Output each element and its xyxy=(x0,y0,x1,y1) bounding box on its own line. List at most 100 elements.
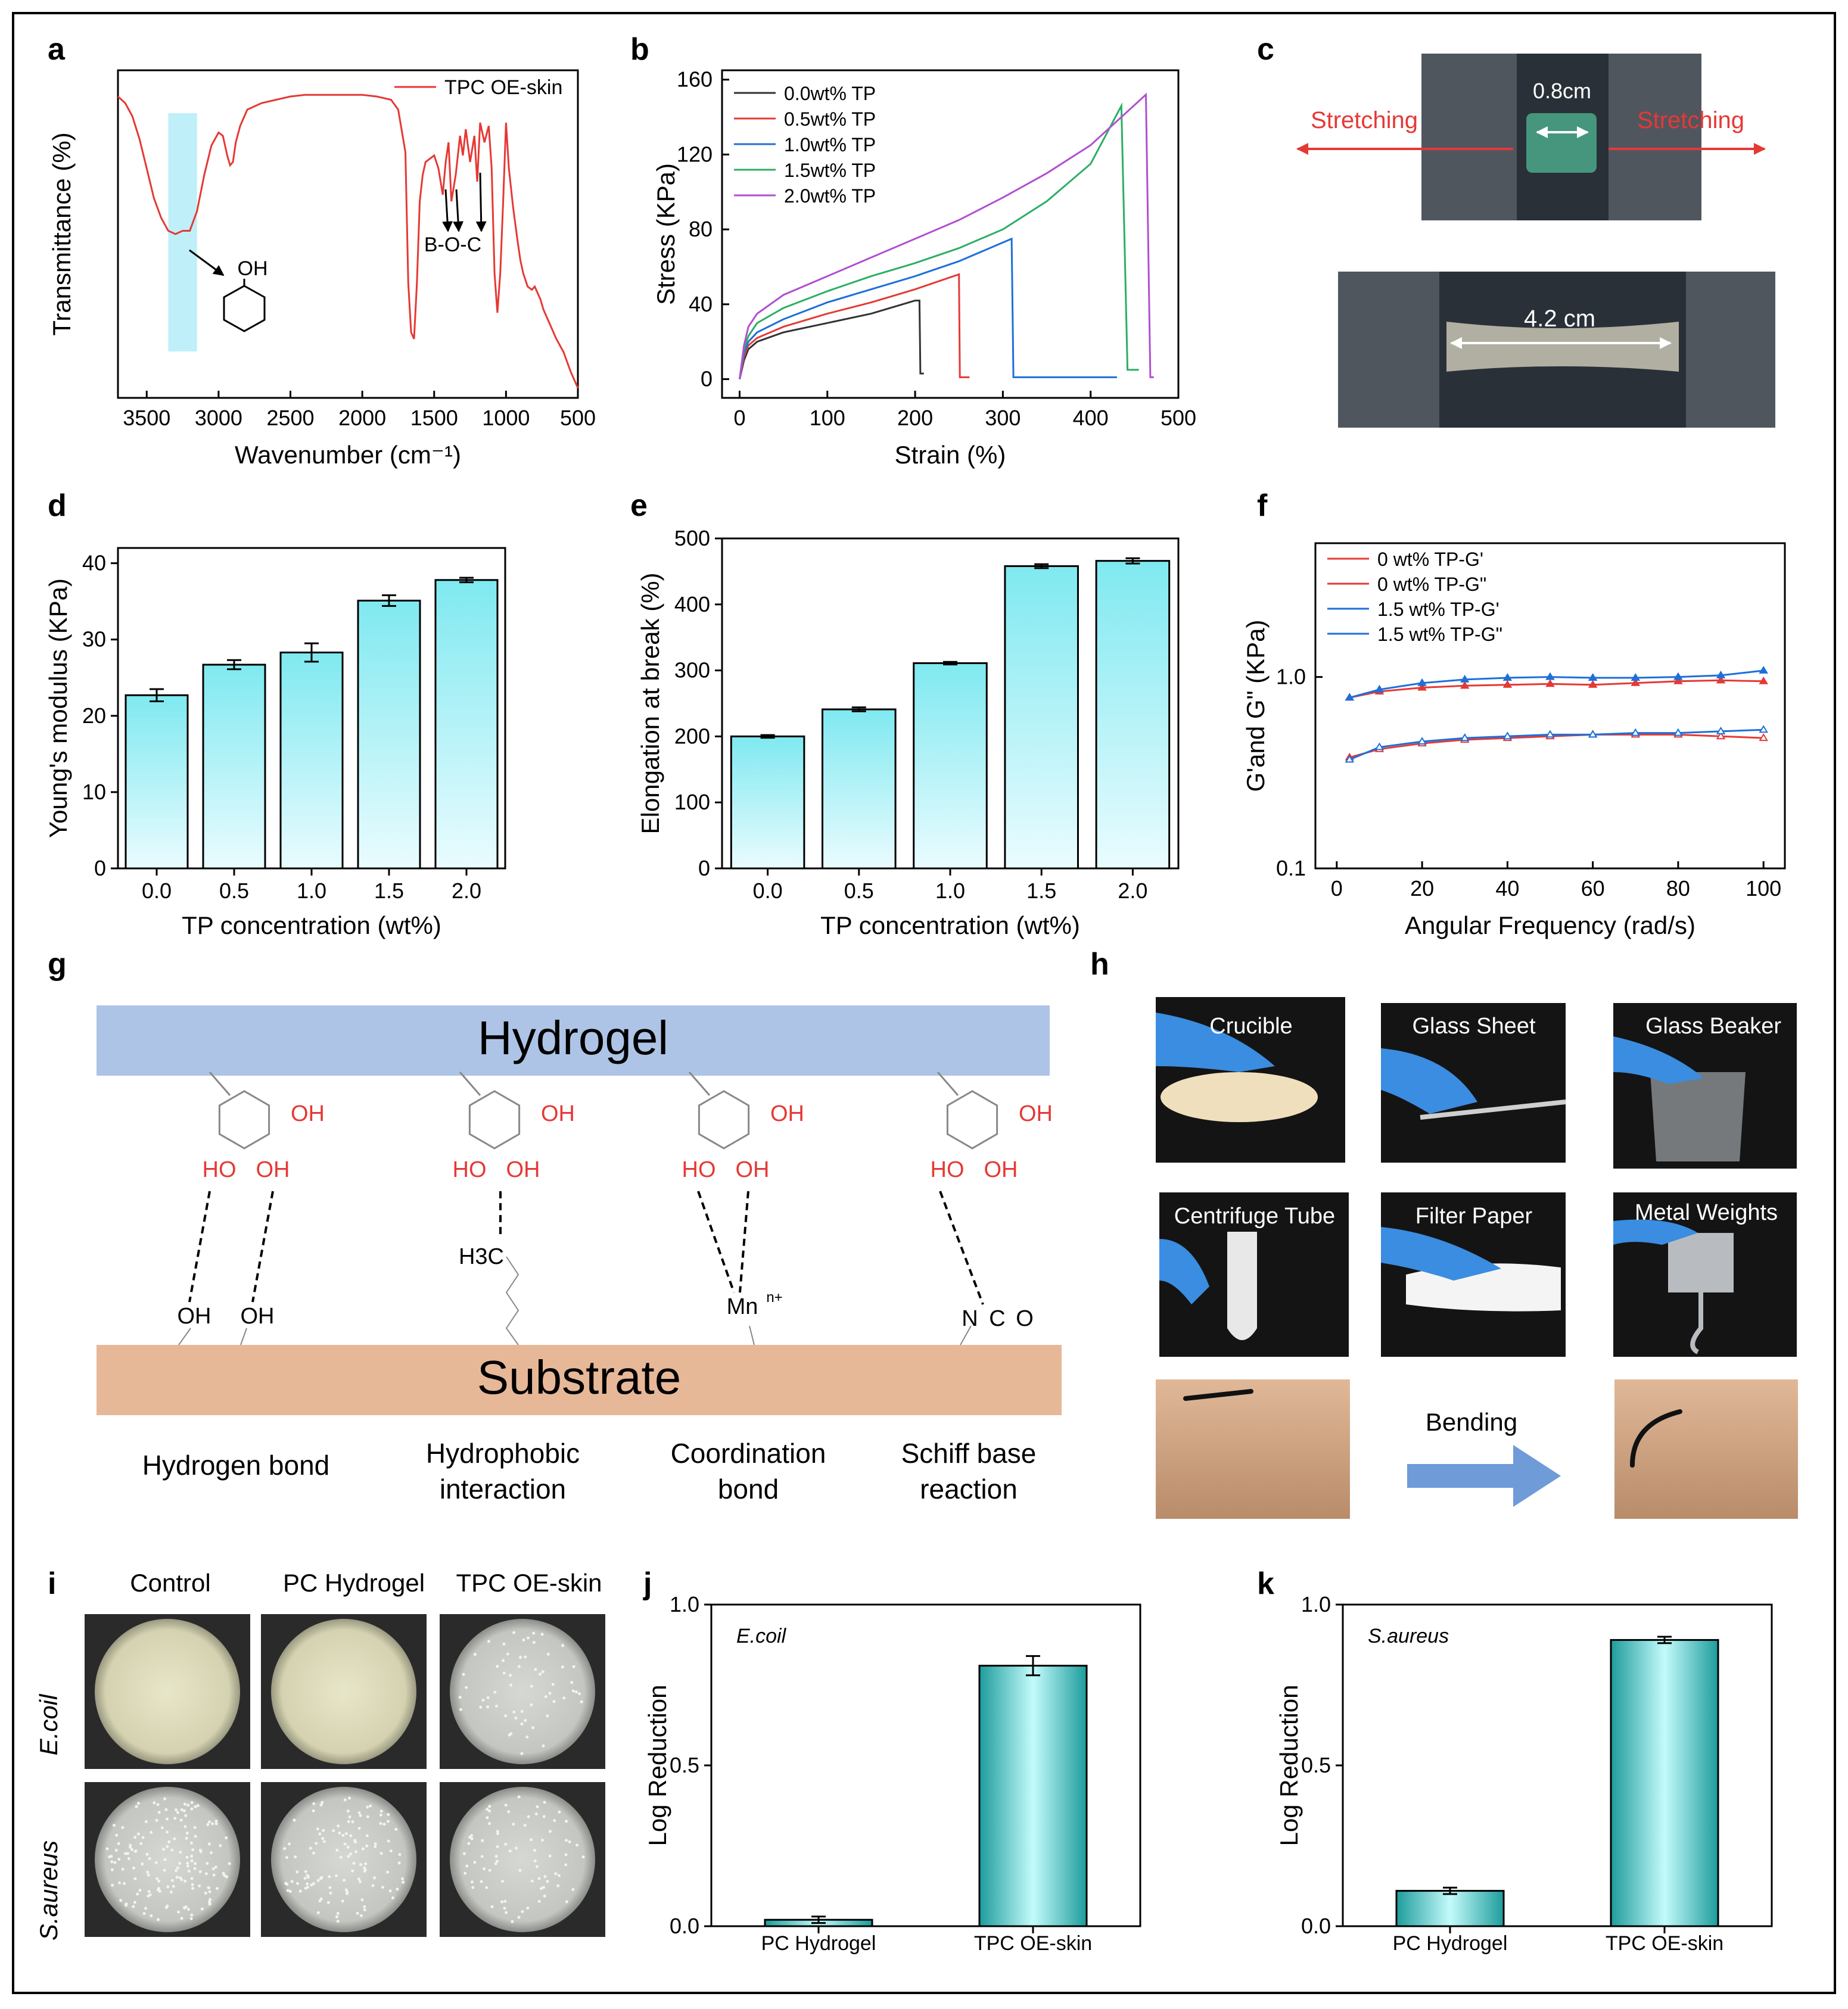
colony xyxy=(315,1842,318,1845)
colony xyxy=(138,1889,142,1892)
gallol-linker xyxy=(937,1072,959,1096)
colony xyxy=(517,1795,521,1799)
colony xyxy=(204,1872,208,1876)
colony xyxy=(486,1808,489,1811)
series-line-0 xyxy=(117,94,579,389)
colony xyxy=(398,1853,402,1857)
colony xyxy=(571,1689,575,1693)
series-point-2 xyxy=(1673,672,1683,680)
colony xyxy=(286,1889,290,1892)
colony xyxy=(519,1656,522,1659)
colony xyxy=(518,1868,522,1872)
colony xyxy=(295,1870,299,1874)
legend-label-0: 0.0wt% TP xyxy=(784,83,876,104)
x-tick-label: 0.5 xyxy=(844,879,874,903)
colony xyxy=(216,1887,219,1890)
colony xyxy=(211,1867,215,1871)
panel-label-h: h xyxy=(1090,947,1109,982)
colony xyxy=(176,1866,179,1870)
colony xyxy=(542,1815,546,1818)
colony xyxy=(193,1867,197,1870)
colony xyxy=(540,1633,544,1636)
colony xyxy=(288,1842,291,1846)
glove-4 xyxy=(1159,1239,1209,1304)
partner-n: N xyxy=(962,1306,978,1331)
colony xyxy=(172,1885,175,1888)
y-tick-label: 0.0 xyxy=(1301,1914,1331,1938)
colony xyxy=(381,1886,384,1889)
clamp-left xyxy=(1421,54,1517,220)
bar xyxy=(434,579,499,870)
colony xyxy=(351,1869,354,1873)
stretching-left-label: Stretching xyxy=(1311,107,1418,133)
partner-o: O xyxy=(1016,1306,1034,1331)
length-long-label: 4.2 cm xyxy=(1524,306,1595,332)
colony xyxy=(581,1855,585,1859)
y-tick-label: 40 xyxy=(689,292,713,316)
figure-border xyxy=(12,12,1836,1994)
colony xyxy=(565,1839,568,1842)
oh-pointer xyxy=(189,249,225,276)
colony xyxy=(187,1870,191,1873)
panel-label-d: d xyxy=(48,488,67,523)
colony xyxy=(543,1801,546,1804)
colony xyxy=(193,1826,197,1829)
x-tick-label: 500 xyxy=(1161,406,1196,430)
colony xyxy=(532,1641,536,1644)
colony xyxy=(564,1863,568,1867)
colony xyxy=(110,1860,114,1864)
gallol-ring xyxy=(946,1090,998,1150)
colony xyxy=(190,1913,194,1917)
stretching-right-label: Stretching xyxy=(1637,107,1744,133)
beaker-shape xyxy=(1650,1072,1746,1161)
series-point-2 xyxy=(1545,672,1555,680)
colony xyxy=(126,1852,129,1855)
colony xyxy=(523,1824,527,1827)
ho-label: HO xyxy=(682,1157,716,1182)
series-line-1 xyxy=(1349,733,1764,759)
colony xyxy=(150,1831,153,1834)
colony xyxy=(346,1845,350,1849)
partner-oh-1: OH xyxy=(178,1304,211,1329)
oh-label: OH xyxy=(1019,1101,1053,1126)
colony xyxy=(539,1887,543,1890)
boc-pointer xyxy=(453,189,464,232)
colony xyxy=(285,1856,288,1860)
colony xyxy=(488,1805,491,1808)
colony xyxy=(304,1886,307,1890)
series-point-3 xyxy=(1460,733,1470,742)
series-point-2 xyxy=(1631,673,1641,681)
series-point-0 xyxy=(1673,676,1683,684)
colony xyxy=(548,1854,552,1858)
colony xyxy=(208,1902,211,1905)
colony xyxy=(170,1879,174,1882)
colony xyxy=(556,1884,560,1887)
colony xyxy=(175,1876,179,1879)
colony xyxy=(348,1815,351,1818)
length-short-label: 0.8cm xyxy=(1533,79,1591,103)
colony xyxy=(505,1911,508,1914)
colony xyxy=(360,1914,363,1917)
legend-label-1: 0.5wt% TP xyxy=(784,108,876,130)
colony xyxy=(480,1880,483,1883)
colony xyxy=(146,1870,150,1874)
legend-label-2: 1.0wt% TP xyxy=(784,134,876,155)
colony xyxy=(183,1907,186,1910)
colony xyxy=(544,1695,547,1699)
colony xyxy=(534,1812,538,1816)
colony xyxy=(190,1854,194,1858)
colony xyxy=(108,1855,111,1859)
colony xyxy=(184,1814,188,1817)
oh-label: OH xyxy=(984,1157,1018,1182)
panel-label-j: j xyxy=(643,1566,652,1601)
colony xyxy=(191,1883,194,1886)
colony xyxy=(500,1900,504,1904)
y-axis-label: Young's modulus (KPa) xyxy=(44,578,72,838)
colony xyxy=(154,1861,158,1864)
y-axis-label: Log Reduction xyxy=(643,1685,671,1846)
gallol-linker xyxy=(209,1072,231,1096)
y-tick-label: 200 xyxy=(674,724,710,748)
colony xyxy=(521,1910,524,1913)
colony xyxy=(165,1830,169,1834)
photo-label-glass-sheet: Glass Sheet xyxy=(1413,1014,1536,1039)
